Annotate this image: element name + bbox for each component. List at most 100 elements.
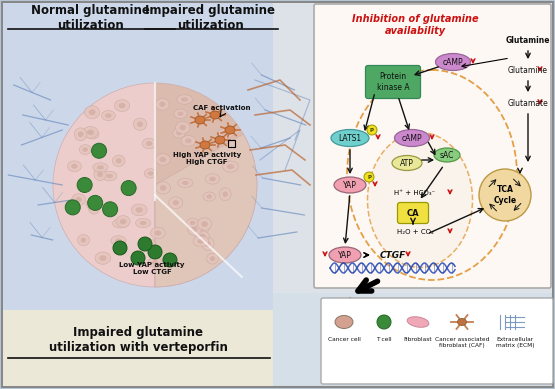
Ellipse shape: [102, 110, 115, 121]
Text: P: P: [367, 175, 371, 179]
Text: Impaired glutamine
utilization with verteporfin: Impaired glutamine utilization with vert…: [49, 326, 228, 354]
Ellipse shape: [97, 165, 104, 169]
Ellipse shape: [88, 202, 100, 214]
Ellipse shape: [71, 164, 78, 169]
Circle shape: [148, 245, 162, 259]
Ellipse shape: [195, 116, 205, 124]
Ellipse shape: [206, 253, 218, 264]
Wedge shape: [155, 134, 257, 287]
Ellipse shape: [93, 163, 108, 172]
Ellipse shape: [107, 174, 113, 178]
Ellipse shape: [186, 218, 199, 228]
Circle shape: [138, 237, 152, 251]
Ellipse shape: [196, 223, 209, 234]
Ellipse shape: [193, 236, 209, 247]
Ellipse shape: [191, 226, 198, 232]
Ellipse shape: [185, 138, 191, 143]
Ellipse shape: [90, 202, 97, 207]
Ellipse shape: [198, 239, 204, 244]
Ellipse shape: [119, 103, 125, 108]
Ellipse shape: [105, 113, 112, 118]
Ellipse shape: [407, 317, 429, 327]
Text: Normal glutamine
utilization: Normal glutamine utilization: [31, 4, 149, 32]
Ellipse shape: [181, 97, 188, 102]
Ellipse shape: [200, 141, 210, 149]
Ellipse shape: [218, 129, 233, 138]
Text: H₂O + CO₂: H₂O + CO₂: [397, 229, 433, 235]
Ellipse shape: [79, 145, 91, 154]
Circle shape: [121, 180, 136, 196]
FancyBboxPatch shape: [397, 203, 428, 224]
Ellipse shape: [175, 121, 190, 134]
Ellipse shape: [135, 207, 143, 212]
Circle shape: [163, 253, 177, 267]
Ellipse shape: [137, 121, 143, 127]
Ellipse shape: [198, 218, 212, 230]
Ellipse shape: [103, 171, 117, 181]
Ellipse shape: [113, 219, 128, 228]
Ellipse shape: [392, 156, 422, 170]
Text: CA: CA: [407, 209, 420, 217]
FancyBboxPatch shape: [366, 65, 421, 98]
Ellipse shape: [87, 130, 94, 135]
Text: Extracellular
matrix (ECM): Extracellular matrix (ECM): [496, 337, 534, 348]
Ellipse shape: [199, 234, 205, 238]
Ellipse shape: [223, 191, 228, 197]
Ellipse shape: [188, 223, 201, 236]
Text: cAMP: cAMP: [402, 133, 422, 142]
Ellipse shape: [159, 102, 165, 107]
Ellipse shape: [200, 226, 205, 231]
Ellipse shape: [177, 95, 193, 104]
Ellipse shape: [181, 135, 195, 146]
Ellipse shape: [133, 118, 147, 130]
Ellipse shape: [83, 147, 88, 152]
Ellipse shape: [78, 235, 89, 246]
Ellipse shape: [225, 126, 235, 134]
Text: Glutamine: Glutamine: [506, 35, 550, 44]
Ellipse shape: [335, 315, 353, 328]
Circle shape: [479, 169, 531, 221]
Ellipse shape: [174, 109, 187, 118]
Ellipse shape: [85, 130, 99, 139]
Ellipse shape: [206, 194, 212, 199]
Ellipse shape: [131, 204, 147, 216]
Text: Inhibition of glutamine
availability: Inhibition of glutamine availability: [352, 14, 478, 36]
Ellipse shape: [144, 169, 157, 178]
Ellipse shape: [176, 131, 182, 135]
Ellipse shape: [116, 158, 122, 163]
Text: P: P: [370, 128, 374, 133]
Ellipse shape: [81, 238, 86, 243]
Ellipse shape: [205, 241, 211, 247]
Text: YAP: YAP: [343, 180, 357, 189]
Ellipse shape: [205, 174, 220, 184]
Ellipse shape: [215, 136, 225, 144]
Ellipse shape: [152, 260, 158, 265]
Text: Cancer cell: Cancer cell: [327, 337, 360, 342]
Ellipse shape: [146, 141, 152, 146]
Ellipse shape: [173, 128, 185, 138]
Circle shape: [367, 125, 377, 135]
Bar: [3, 310, 273, 386]
Ellipse shape: [114, 100, 130, 112]
Ellipse shape: [142, 239, 156, 250]
Ellipse shape: [201, 221, 208, 227]
Text: sAC: sAC: [440, 151, 454, 159]
Ellipse shape: [99, 255, 107, 261]
Bar: [273, 3, 552, 293]
Ellipse shape: [334, 177, 366, 193]
Ellipse shape: [202, 238, 214, 251]
Ellipse shape: [86, 199, 102, 210]
Circle shape: [113, 241, 127, 255]
Text: Glutamate: Glutamate: [508, 98, 548, 107]
Text: Low YAP activity
Low CTGF: Low YAP activity Low CTGF: [119, 261, 185, 275]
Ellipse shape: [84, 106, 100, 119]
FancyBboxPatch shape: [321, 298, 553, 384]
Ellipse shape: [210, 256, 215, 261]
Ellipse shape: [196, 231, 209, 241]
Ellipse shape: [219, 188, 231, 201]
Ellipse shape: [148, 171, 153, 175]
Text: TCA
Cycle: TCA Cycle: [493, 185, 517, 205]
Text: LATS1: LATS1: [339, 133, 361, 142]
Ellipse shape: [97, 172, 103, 177]
Ellipse shape: [112, 155, 125, 166]
